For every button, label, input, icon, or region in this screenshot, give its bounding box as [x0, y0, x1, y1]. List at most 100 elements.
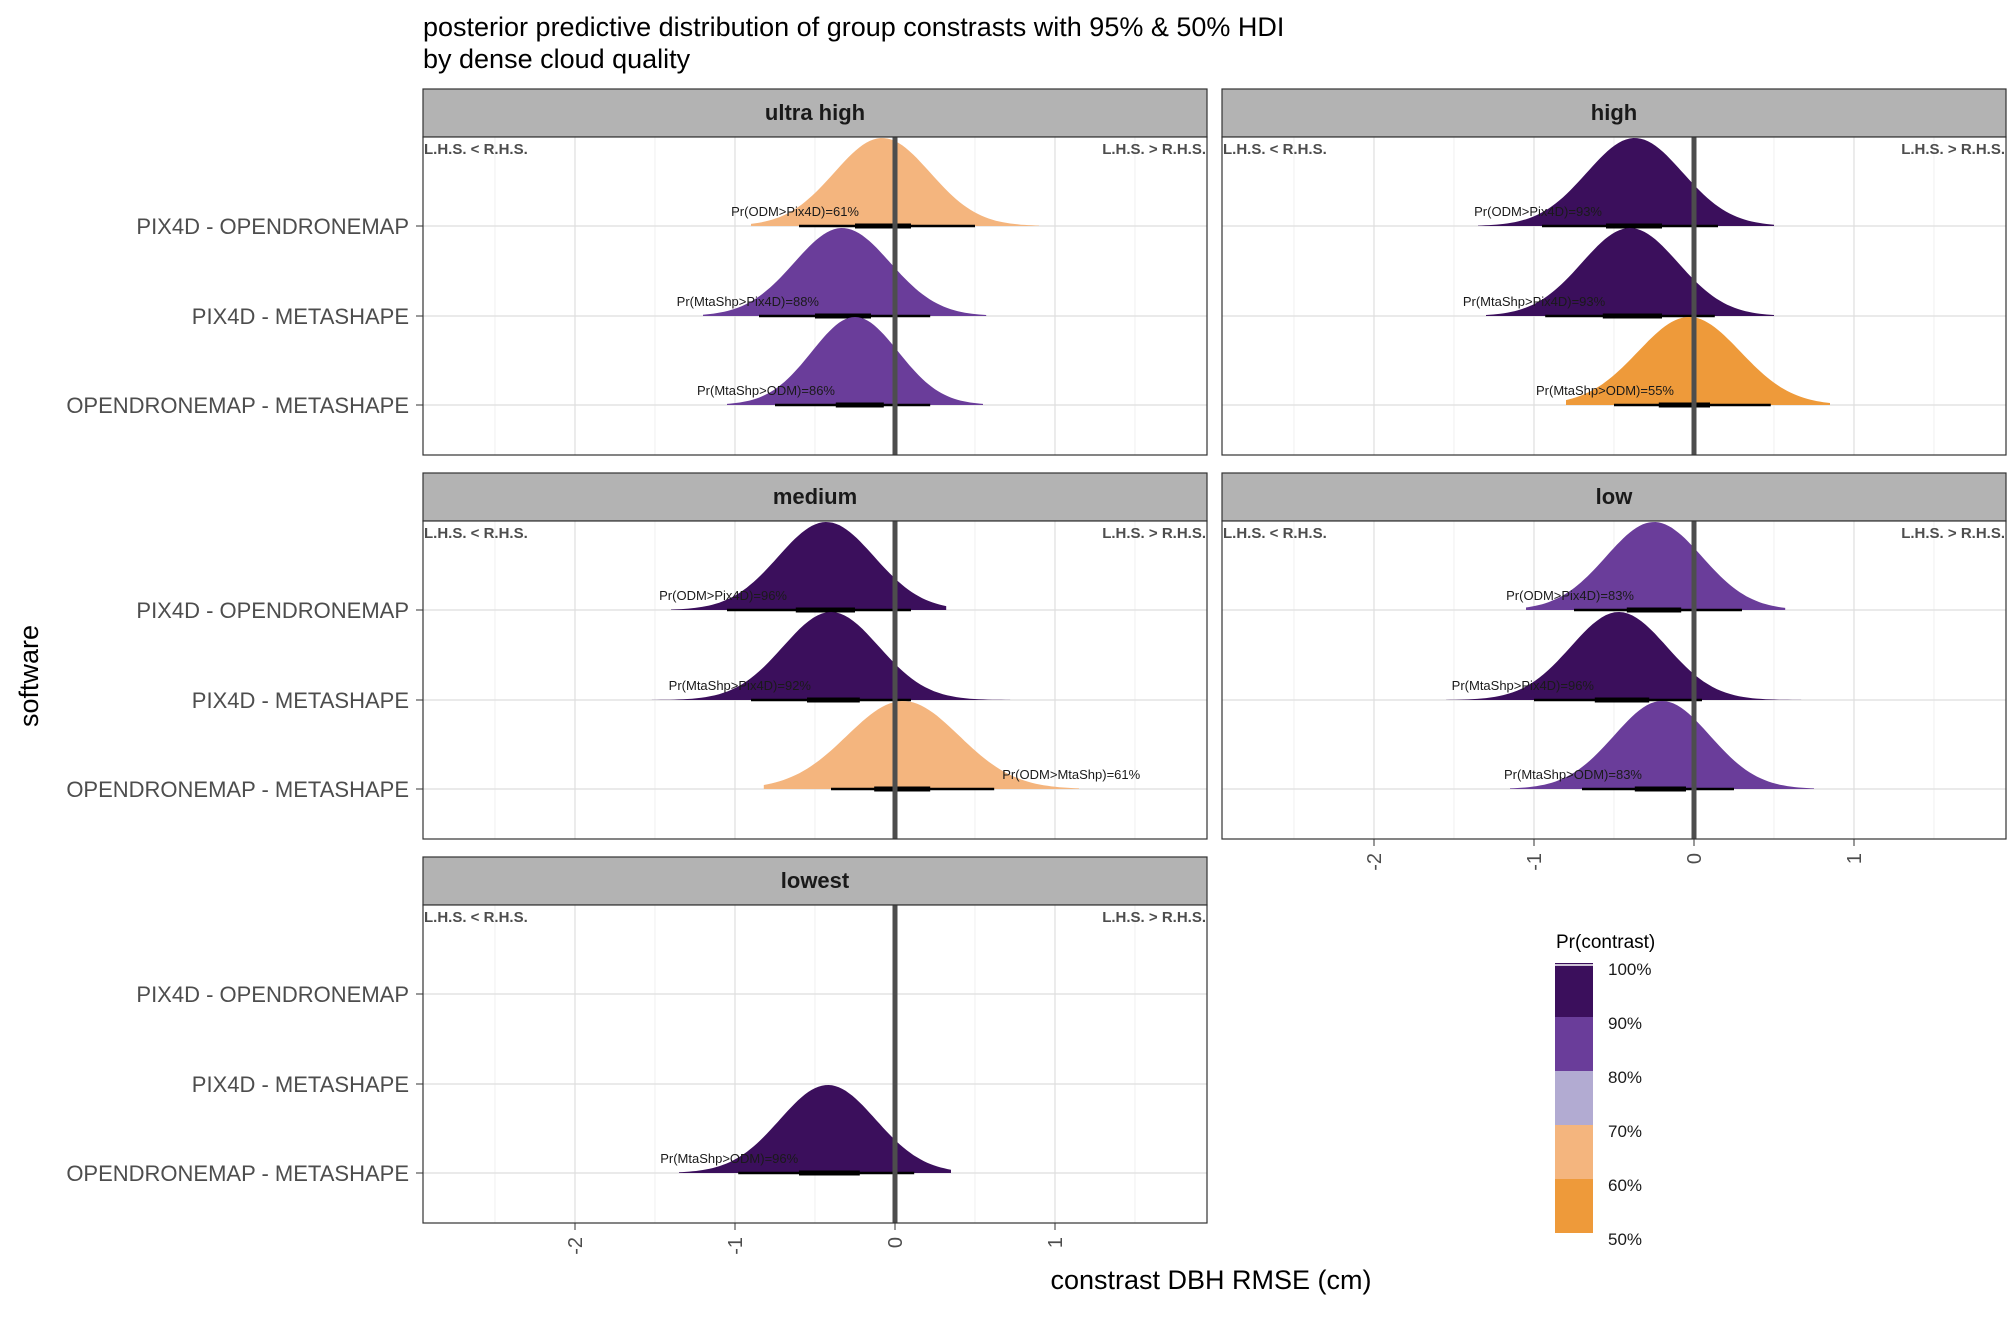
corner-label-left: L.H.S. < R.H.S. — [424, 141, 528, 158]
facet-panel: lowest L.H.S. < R.H.S. L.H.S. > R.H.S. PIX4… — [66, 856, 1208, 1255]
facet-strip — [422, 88, 1208, 138]
median-point — [852, 402, 858, 408]
legend-label: 100% — [1608, 960, 1651, 979]
probability-label: Pr(MtaShp>ODM)=86% — [697, 383, 835, 398]
probability-label: Pr(MtaShp>ODM)=96% — [660, 1151, 798, 1166]
legend-color-swatch — [1555, 1125, 1593, 1179]
panel-border — [422, 520, 1208, 840]
panel-border — [1221, 520, 2007, 840]
density-curve — [1486, 228, 1774, 316]
corner-label-right: L.H.S. > R.H.S. — [1102, 141, 1206, 158]
legend-color-swatch — [1555, 1017, 1593, 1071]
x-tick-label: -2 — [1364, 853, 1386, 871]
probability-label: Pr(ODM>Pix4D)=96% — [659, 588, 787, 603]
y-tick-label: PIX4D - OPENDRONEMAP — [136, 982, 409, 1007]
probability-label: Pr(MtaShp>Pix4D)=96% — [1452, 678, 1595, 693]
y-tick-label: PIX4D - OPENDRONEMAP — [136, 214, 409, 239]
panel-border — [1221, 136, 2007, 456]
panels: ultra high L.H.S. < R.H.S. L.H.S. > R.H.S.… — [66, 88, 2007, 1255]
y-tick-label: OPENDRONEMAP - METASHAPE — [66, 393, 409, 418]
y-tick-label: PIX4D - METASHAPE — [192, 1072, 409, 1097]
density-curve — [651, 612, 1011, 700]
x-tick-label: -1 — [1524, 853, 1546, 871]
facet-panel: low L.H.S. < R.H.S. L.H.S. > R.H.S. Pr(ODM>… — [1221, 472, 2007, 871]
legend-label: 50% — [1608, 1230, 1642, 1249]
density-curve — [703, 228, 987, 316]
median-point — [1659, 786, 1665, 792]
panel-border — [422, 136, 1208, 456]
probability-label: Pr(ODM>Pix4D)=83% — [1506, 588, 1634, 603]
median-point — [823, 607, 829, 613]
density-curve — [763, 701, 1079, 789]
facet-strip-label: ultra high — [765, 100, 865, 125]
x-tick-label: -1 — [725, 1237, 747, 1255]
x-tick-label: 1 — [1844, 853, 1866, 864]
probability-label: Pr(MtaShp>ODM)=83% — [1504, 767, 1642, 782]
median-point — [828, 697, 834, 703]
legend: Pr(contrast) 100% 90% 80% 70% 60% 50% — [1555, 932, 1655, 1249]
density-curve — [727, 317, 983, 405]
density-curve — [1510, 701, 1814, 789]
facet-panel: medium L.H.S. < R.H.S. L.H.S. > R.H.S. PIX4… — [66, 472, 1208, 840]
probability-label: Pr(MtaShp>Pix4D)=92% — [669, 678, 812, 693]
median-point — [1651, 607, 1657, 613]
median-point — [879, 223, 885, 229]
median-point — [825, 1170, 831, 1176]
facet-strip-label: high — [1591, 100, 1637, 125]
median-point — [1627, 313, 1633, 319]
chart-title: posterior predictive distribution of gro… — [423, 12, 1284, 42]
median-point — [900, 786, 906, 792]
density-curve — [671, 522, 947, 610]
facet-strip — [422, 472, 1208, 522]
legend-title: Pr(contrast) — [1556, 932, 1655, 953]
legend-label: 80% — [1608, 1068, 1642, 1087]
probability-label: Pr(MtaShp>Pix4D)=88% — [677, 294, 820, 309]
x-tick-label: 1 — [1045, 1237, 1067, 1248]
x-tick-label: 0 — [1684, 853, 1706, 864]
facet-strip-label: medium — [773, 484, 857, 509]
y-tick-label: OPENDRONEMAP - METASHAPE — [66, 777, 409, 802]
x-tick-label: 0 — [885, 1237, 907, 1248]
facet-panel: ultra high L.H.S. < R.H.S. L.H.S. > R.H.S.… — [66, 88, 1208, 456]
median-point — [1686, 402, 1692, 408]
corner-label-left: L.H.S. < R.H.S. — [1223, 141, 1327, 158]
legend-color-swatch — [1555, 1071, 1593, 1125]
x-tick-label: -2 — [565, 1237, 587, 1255]
corner-label-left: L.H.S. < R.H.S. — [424, 525, 528, 542]
corner-label-right: L.H.S. > R.H.S. — [1102, 525, 1206, 542]
median-point — [839, 313, 845, 319]
y-tick-label: PIX4D - METASHAPE — [192, 688, 409, 713]
median-point — [1632, 223, 1638, 229]
corner-label-left: L.H.S. < R.H.S. — [424, 909, 528, 926]
corner-label-right: L.H.S. > R.H.S. — [1901, 141, 2005, 158]
probability-label: Pr(ODM>MtaShp)=61% — [1002, 767, 1140, 782]
legend-color-swatch — [1555, 963, 1593, 1017]
median-point — [1616, 697, 1622, 703]
facet-strip-label: low — [1596, 484, 1634, 509]
y-tick-label: OPENDRONEMAP - METASHAPE — [66, 1161, 409, 1186]
density-curve — [1526, 522, 1786, 610]
facet-strip-label: lowest — [781, 868, 850, 893]
corner-label-right: L.H.S. > R.H.S. — [1901, 525, 2005, 542]
facet-strip — [1221, 472, 2007, 522]
facet-strip — [1221, 88, 2007, 138]
legend-label: 70% — [1608, 1122, 1642, 1141]
panel-border — [422, 904, 1208, 1224]
legend-color-swatch — [1555, 1179, 1593, 1233]
y-axis-title: software — [14, 625, 44, 727]
probability-label: Pr(ODM>Pix4D)=93% — [1474, 204, 1602, 219]
legend-label: 90% — [1608, 1014, 1642, 1033]
x-axis-title: constrast DBH RMSE (cm) — [1050, 1265, 1371, 1295]
density-curve — [1566, 317, 1830, 405]
facet-strip — [422, 856, 1208, 906]
y-tick-label: PIX4D - METASHAPE — [192, 304, 409, 329]
probability-label: Pr(MtaShp>ODM)=55% — [1536, 383, 1674, 398]
legend-label: 60% — [1608, 1176, 1642, 1195]
density-curve — [1446, 612, 1802, 700]
corner-label-left: L.H.S. < R.H.S. — [1223, 525, 1327, 542]
probability-label: Pr(MtaShp>Pix4D)=93% — [1463, 294, 1606, 309]
probability-label: Pr(ODM>Pix4D)=61% — [731, 204, 859, 219]
chart-subtitle: by dense cloud quality — [423, 44, 691, 74]
y-tick-label: PIX4D - OPENDRONEMAP — [136, 598, 409, 623]
